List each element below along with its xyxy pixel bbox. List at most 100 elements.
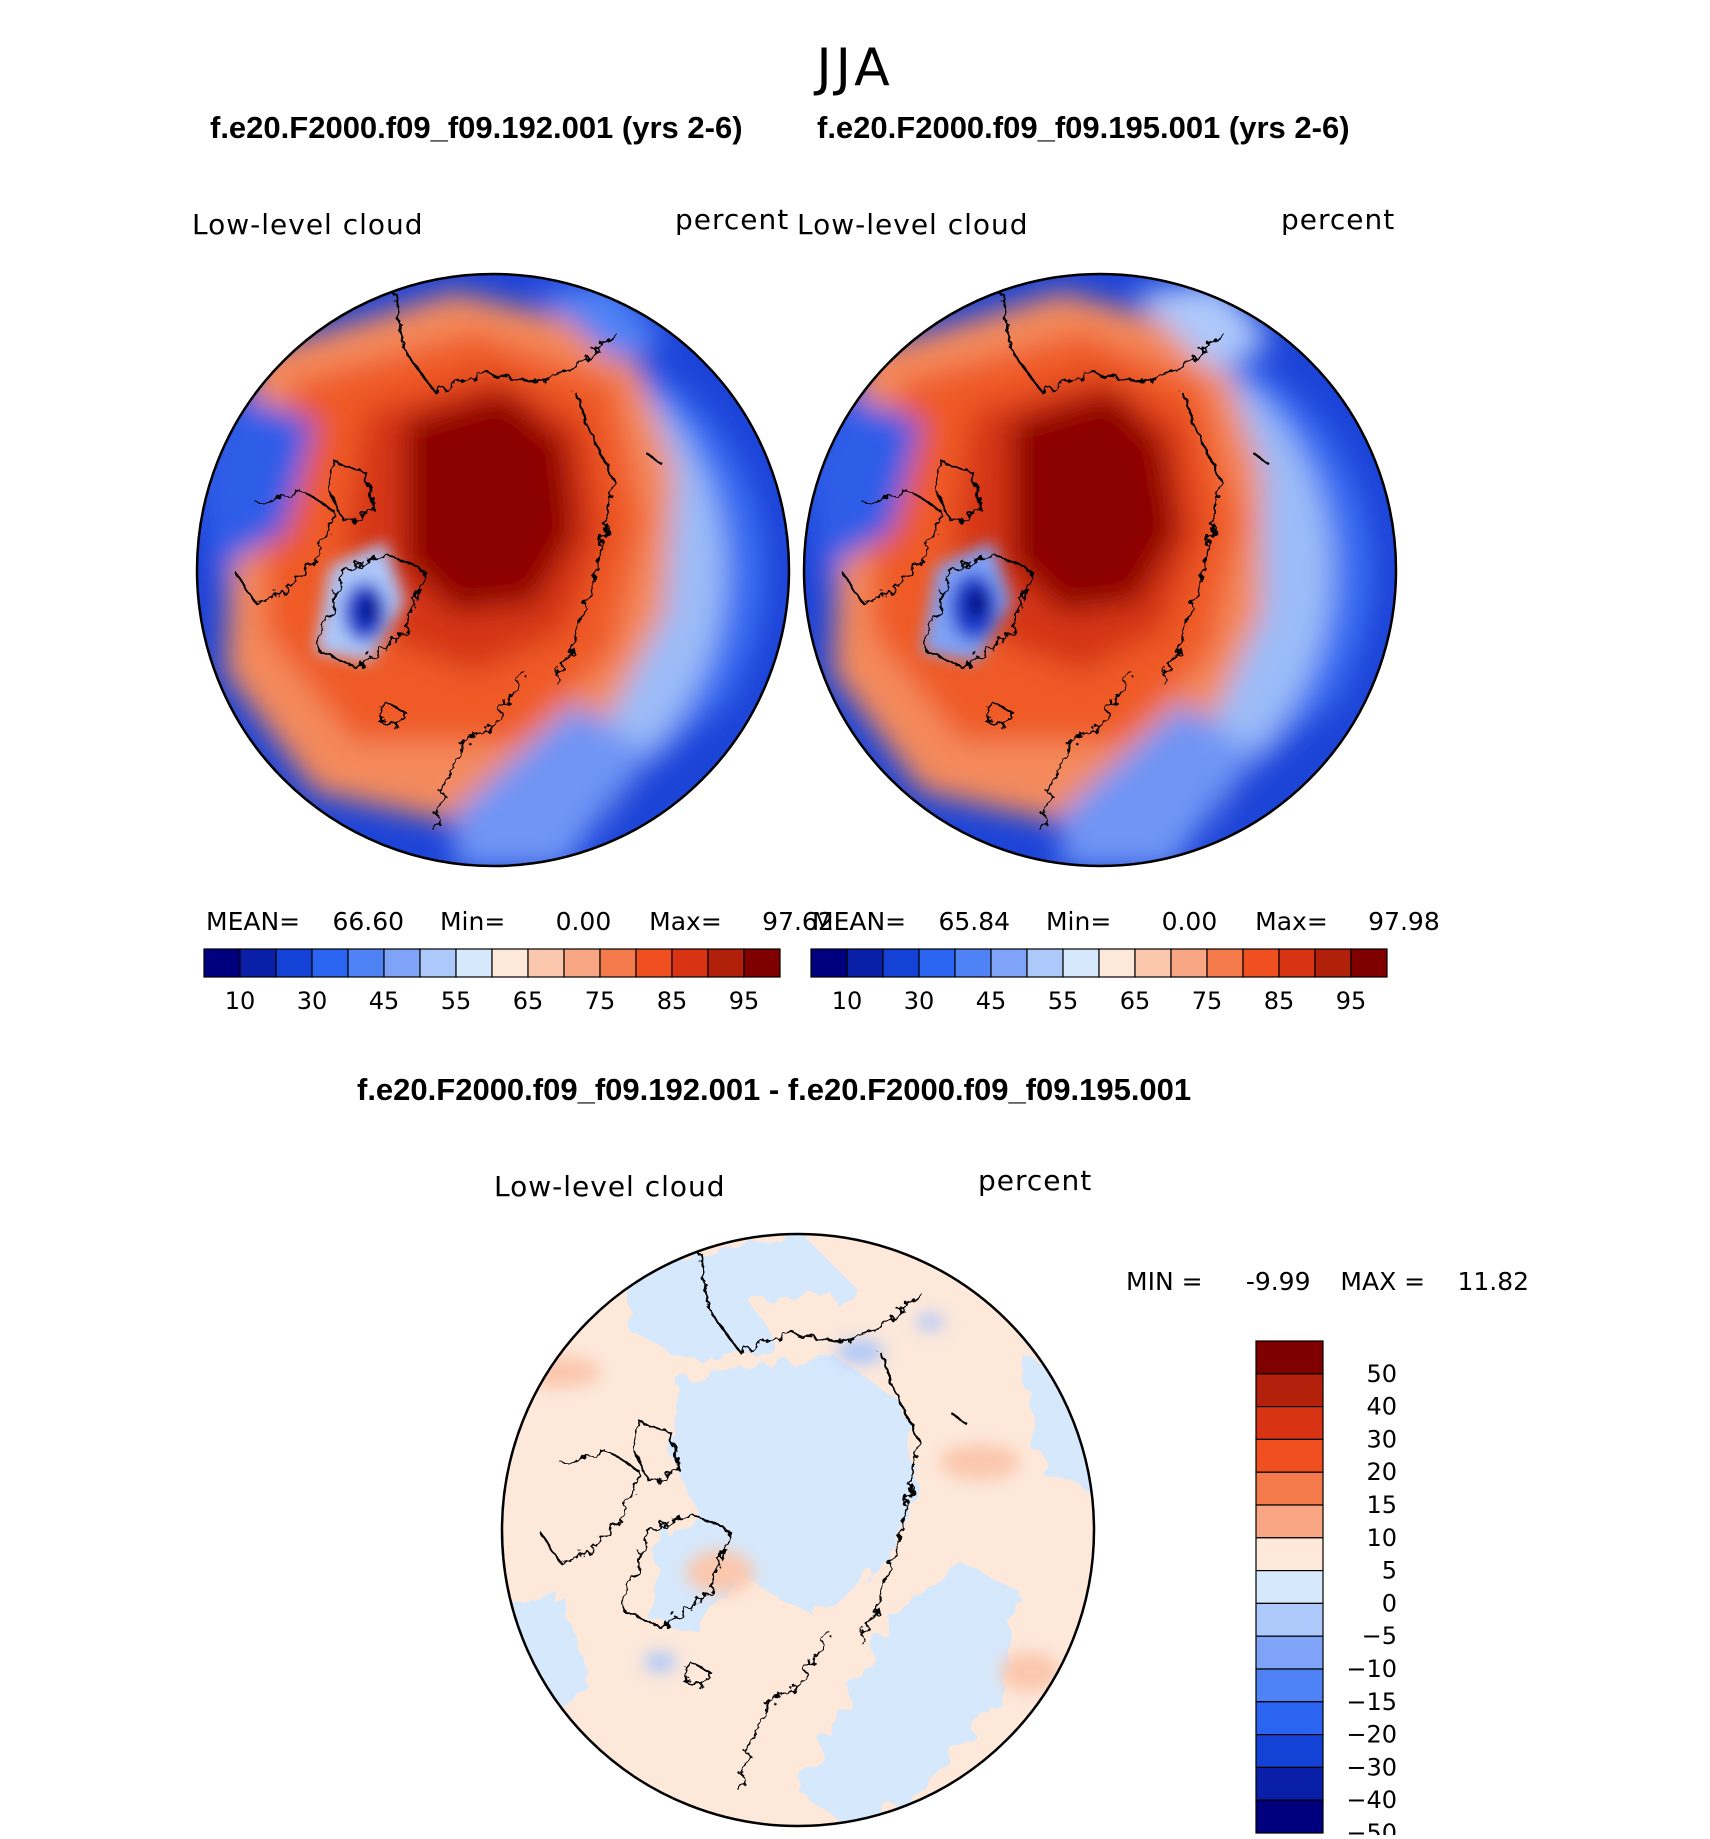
colorbar-difference-swatch: [1255, 1340, 1324, 1375]
colorbar-right-tick-label: 45: [976, 987, 1007, 1012]
diff-max-label: MAX =: [1340, 1267, 1426, 1296]
colorbar-difference-tick-label: 0: [1382, 1589, 1397, 1617]
colorbar-right: 10 30 45 55 65 75 85 95: [810, 948, 1388, 1012]
colorbar-difference-tick-label: −50: [1346, 1819, 1397, 1835]
stats-right: MEAN= 65.84 Min= 0.00 Max= 97.98: [812, 907, 1440, 936]
cloud-field-left: [197, 274, 789, 866]
colorbar-right-swatch: [882, 948, 920, 978]
colorbar-right-tick-label: 85: [1264, 987, 1295, 1012]
colorbar-right-tick-label: 55: [1048, 987, 1079, 1012]
colorbar-left-tick-label: 55: [441, 987, 472, 1012]
colorbar-right-swatch: [1098, 948, 1136, 978]
colorbar-right-swatch: [954, 948, 992, 978]
colorbar-right-tick-label: 10: [832, 987, 863, 1012]
colorbar-right-tick-label: 65: [1120, 987, 1151, 1012]
colorbar-difference-swatch: [1255, 1438, 1324, 1473]
colorbar-difference-tick-label: 5: [1382, 1557, 1397, 1585]
units-label-right: percent: [1281, 203, 1396, 236]
min-value-right: 0.00: [1161, 907, 1218, 936]
colorbar-left-tick-label: 65: [513, 987, 544, 1012]
colorbar-difference-tick-label: −30: [1346, 1753, 1397, 1781]
variable-label-diff: Low-level cloud: [494, 1170, 726, 1203]
diff-min-value: -9.99: [1245, 1267, 1311, 1296]
diff-min-label: MIN =: [1126, 1267, 1203, 1296]
colorbar-left-swatch: [455, 948, 493, 978]
colorbar-difference-tick-label: −10: [1346, 1655, 1397, 1683]
polar-map-right: [802, 272, 1398, 868]
min-value-left: 0.00: [555, 907, 612, 936]
colorbar-left-swatch: [311, 948, 349, 978]
colorbar-difference-tick-label: −5: [1362, 1622, 1397, 1650]
diff-stats: MIN = -9.99 MAX = 11.82: [1126, 1267, 1529, 1296]
colorbar-left-swatch: [671, 948, 709, 978]
colorbar-difference-tick-label: 20: [1366, 1458, 1397, 1486]
coastlines-left: [234, 291, 666, 833]
colorbar-left-swatch: [491, 948, 529, 978]
mean-label-right: MEAN=: [812, 907, 907, 936]
difference-title: f.e20.F2000.f09_f09.192.001 - f.e20.F200…: [357, 1072, 1192, 1107]
colorbar-left-tick-label: 45: [369, 987, 400, 1012]
colorbar-difference-swatch: [1255, 1537, 1324, 1572]
colorbar-right-swatch: [1062, 948, 1100, 978]
max-label-left: Max=: [649, 907, 722, 936]
cloud-diff-field: [502, 1234, 1094, 1826]
stats-left: MEAN= 66.60 Min= 0.00 Max= 97.62: [206, 907, 834, 936]
colorbar-left-tick-label: 95: [729, 987, 760, 1012]
colorbar-difference-tick-label: −40: [1346, 1786, 1397, 1814]
colorbar-difference-tick-label: 50: [1366, 1360, 1397, 1388]
units-label-left: percent: [675, 203, 790, 236]
colorbar-left-swatch: [635, 948, 673, 978]
colorbar-left-swatch: [383, 948, 421, 978]
colorbar-right-swatch: [1026, 948, 1064, 978]
colorbar-difference-swatch: [1255, 1668, 1324, 1703]
colorbar-difference-swatch: [1255, 1602, 1324, 1637]
mean-label-left: MEAN=: [206, 907, 301, 936]
colorbar-difference-swatch: [1255, 1799, 1324, 1834]
colorbar-left-swatch: [707, 948, 745, 978]
colorbar-right-tick-label: 95: [1336, 987, 1367, 1012]
colorbar-right-swatch: [1314, 948, 1352, 978]
colorbar-left-swatch: [419, 948, 457, 978]
colorbar-right-swatch: [1134, 948, 1172, 978]
colorbar-left-swatch: [599, 948, 637, 978]
colorbar-left-tick-label: 75: [585, 987, 616, 1012]
colorbar-right-swatch: [1278, 948, 1316, 978]
colorbar-difference-tick-label: 30: [1366, 1425, 1397, 1453]
colorbar-right-swatch: [846, 948, 884, 978]
colorbar-left-tick-label: 10: [225, 987, 256, 1012]
case-title-left: f.e20.F2000.f09_f09.192.001 (yrs 2-6): [210, 110, 743, 145]
case-title-right: f.e20.F2000.f09_f09.195.001 (yrs 2-6): [817, 110, 1350, 145]
cloud-field-right: [804, 274, 1396, 866]
colorbar-right-swatch: [810, 948, 848, 978]
season-title: JJA: [816, 38, 894, 98]
min-label-right: Min=: [1045, 907, 1112, 936]
polar-map-difference: [500, 1232, 1096, 1828]
colorbar-left-swatch: [203, 948, 241, 978]
variable-label-left: Low-level cloud: [192, 208, 424, 241]
variable-label-right: Low-level cloud: [797, 208, 1029, 241]
colorbar-left-swatch: [239, 948, 277, 978]
colorbar-right-swatch: [1350, 948, 1388, 978]
diff-max-value: 11.82: [1457, 1267, 1530, 1296]
max-value-right: 97.98: [1368, 907, 1440, 936]
colorbar-left-swatch: [527, 948, 565, 978]
colorbar-right-swatch: [1170, 948, 1208, 978]
colorbar-difference-tick-label: 40: [1366, 1393, 1397, 1421]
min-label-left: Min=: [439, 907, 506, 936]
units-label-diff: percent: [978, 1164, 1093, 1197]
coastlines-diff: [539, 1251, 971, 1793]
colorbar-difference-swatch: [1255, 1635, 1324, 1670]
polar-map-left: [195, 272, 791, 868]
colorbar-right-tick-label: 75: [1192, 987, 1223, 1012]
colorbar-left-swatch: [275, 948, 313, 978]
colorbar-left-tick-label: 30: [297, 987, 328, 1012]
colorbar-left-swatch: [347, 948, 385, 978]
colorbar-difference-swatch: [1255, 1766, 1324, 1801]
colorbar-left-swatch: [743, 948, 781, 978]
colorbar-right-tick-label: 30: [904, 987, 935, 1012]
coastlines-right: [841, 291, 1273, 833]
colorbar-left-tick-label: 85: [657, 987, 688, 1012]
colorbar-difference-swatch: [1255, 1471, 1324, 1506]
colorbar-difference-swatch: [1255, 1701, 1324, 1736]
colorbar-left: 10 30 45 55 65 75 85 95: [203, 948, 781, 1012]
